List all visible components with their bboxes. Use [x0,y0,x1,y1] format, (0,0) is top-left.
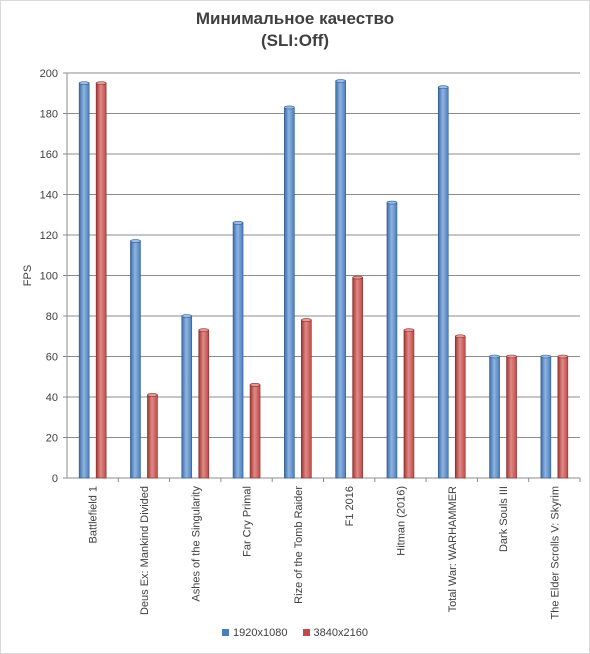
bar-dark-souls-iii-3840x2160 [506,354,517,479]
bar-hitman-2016-3840x2160 [403,328,415,479]
labels: 0 20 40 60 80 100 120 140 160 180 200 FPS Battlefiel… [22,68,561,619]
bar-f1-2016-1920x1080 [335,79,346,479]
bar-rize-of-the-tomb-raider-1920x1080-top [284,105,295,110]
x-tick-label-ashes-of-the-singularity: Ashes of the Singularity [190,486,202,602]
bar-deus-ex-mankind-divided-3840x2160-top [147,393,158,397]
bar-deus-ex-mankind-divided-1920x1080-top [130,239,141,243]
x-tick-label-deus-ex-mankind-divided: Deus Ex: Mankind Divided [139,486,151,615]
bar-ashes-of-the-singularity-1920x1080 [181,314,193,479]
bar-far-cry-primal-3840x2160-top [249,383,261,387]
x-tick-label-rize-of-the-tomb-raider: Rize of the Tomb Raider [293,486,305,604]
y-tick-label-100: 100 [40,271,58,283]
bar-total-war-warhammer-3840x2160-top [454,334,466,339]
chart-title: Минимальное качество [195,9,395,28]
legend: 1920x1080 3840x2160 [0,627,590,639]
bar-battlefield-1-1920x1080 [78,81,90,479]
bar-hitman-2016-3840x2160-top [403,328,415,332]
bar-total-war-warhammer-1920x1080-body [437,86,449,479]
bar-far-cry-primal-1920x1080-top [232,221,244,225]
x-tick-label-the-elder-scrolls-v-skyrim: The Elder Scrolls V: Skyrim [549,486,561,619]
y-tick-label-60: 60 [46,352,58,364]
bar-the-elder-scrolls-v-skyrim-3840x2160 [557,354,569,479]
bar-deus-ex-mankind-divided-1920x1080-body [130,240,141,479]
bar-total-war-warhammer-3840x2160 [454,334,466,479]
bar-ashes-of-the-singularity-3840x2160-body [198,329,210,479]
y-tick-label-40: 40 [46,392,58,404]
legend-label-1920x1080: 1920x1080 [233,627,288,639]
y-tick-label-200: 200 [40,68,58,80]
y-tick-label-140: 140 [40,190,58,202]
bar-ashes-of-the-singularity-3840x2160-top [198,328,210,332]
bar-far-cry-primal-3840x2160-body [249,384,261,479]
bar-f1-2016-3840x2160 [352,275,363,479]
bar-f1-2016-1920x1080-body [335,80,346,479]
bar-the-elder-scrolls-v-skyrim-3840x2160-top [557,354,569,359]
bar-rize-of-the-tomb-raider-3840x2160 [301,318,312,479]
bar-rize-of-the-tomb-raider-1920x1080 [284,105,295,479]
bar-dark-souls-iii-3840x2160-body [506,356,517,479]
bar-f1-2016-3840x2160-top [352,275,363,280]
bar-hitman-2016-1920x1080 [386,200,398,479]
bar-rize-of-the-tomb-raider-3840x2160-top [301,318,312,322]
bar-rize-of-the-tomb-raider-3840x2160-body [301,319,312,479]
y-tick-label-180: 180 [40,109,58,121]
chart-subtitle: (SLI:Off) [261,31,329,50]
bar-hitman-2016-1920x1080-body [386,202,398,479]
bar-far-cry-primal-1920x1080-body [232,222,244,479]
y-tick-label-0: 0 [52,473,58,485]
bar-ashes-of-the-singularity-1920x1080-body [181,315,193,479]
bar-the-elder-scrolls-v-skyrim-1920x1080-top [540,354,552,359]
bar-deus-ex-mankind-divided-1920x1080 [130,239,141,479]
bar-ashes-of-the-singularity-1920x1080-top [181,314,193,318]
bar-far-cry-primal-3840x2160 [249,383,261,479]
bar-total-war-warhammer-1920x1080-top [437,85,449,89]
bar-dark-souls-iii-3840x2160-top [506,354,517,359]
bar-hitman-2016-1920x1080-top [386,200,398,205]
y-axis-title: FPS [22,265,34,286]
y-tick-label-80: 80 [46,311,58,323]
bar-battlefield-1-3840x2160 [95,81,107,479]
legend-item-3840x2160: 3840x2160 [302,627,368,639]
x-tick-label-dark-souls-iii: Dark Souls III [498,486,510,552]
bar-battlefield-1-3840x2160-body [95,82,107,479]
legend-swatch-1920x1080 [222,628,230,636]
bar-total-war-warhammer-1920x1080 [437,85,449,479]
bar-the-elder-scrolls-v-skyrim-1920x1080-body [540,356,552,479]
bar-deus-ex-mankind-divided-3840x2160 [147,393,158,479]
x-tick-label-total-war-warhammer: Total War: WARHAMMER [447,486,459,612]
y-tick-label-20: 20 [46,433,58,445]
bar-the-elder-scrolls-v-skyrim-1920x1080 [540,354,552,479]
bar-hitman-2016-3840x2160-body [403,329,415,479]
bar-f1-2016-3840x2160-body [352,277,363,479]
bar-dark-souls-iii-1920x1080-top [489,354,500,359]
chart-title-block: Минимальное качество (SLI:Off) [0,8,590,52]
x-tick-label-hitman-2016: Hitman (2016) [395,486,407,556]
bar-deus-ex-mankind-divided-3840x2160-body [147,394,158,479]
bar-battlefield-1-1920x1080-top [78,81,90,85]
y-tick-label-160: 160 [40,149,58,161]
bar-ashes-of-the-singularity-3840x2160 [198,328,210,479]
bar-dark-souls-iii-1920x1080-body [489,356,500,479]
bar-rize-of-the-tomb-raider-1920x1080-body [284,107,295,479]
bar-battlefield-1-3840x2160-top [95,81,107,85]
bars [78,79,569,479]
bar-far-cry-primal-1920x1080 [232,221,244,479]
x-tick-label-battlefield-1: Battlefield 1 [88,486,100,543]
bar-battlefield-1-1920x1080-body [78,82,90,479]
legend-swatch-3840x2160 [302,628,310,636]
x-tick-label-f1-2016: F1 2016 [344,486,356,526]
y-tick-label-120: 120 [40,230,58,242]
bar-f1-2016-1920x1080-top [335,79,346,83]
bar-total-war-warhammer-3840x2160-body [454,335,466,479]
x-tick-label-far-cry-primal: Far Cry Primal [242,486,254,557]
bar-dark-souls-iii-1920x1080 [489,354,500,479]
bar-the-elder-scrolls-v-skyrim-3840x2160-body [557,356,569,479]
legend-label-3840x2160: 3840x2160 [313,627,368,639]
legend-item-1920x1080: 1920x1080 [222,627,287,639]
gridlines [67,72,580,479]
